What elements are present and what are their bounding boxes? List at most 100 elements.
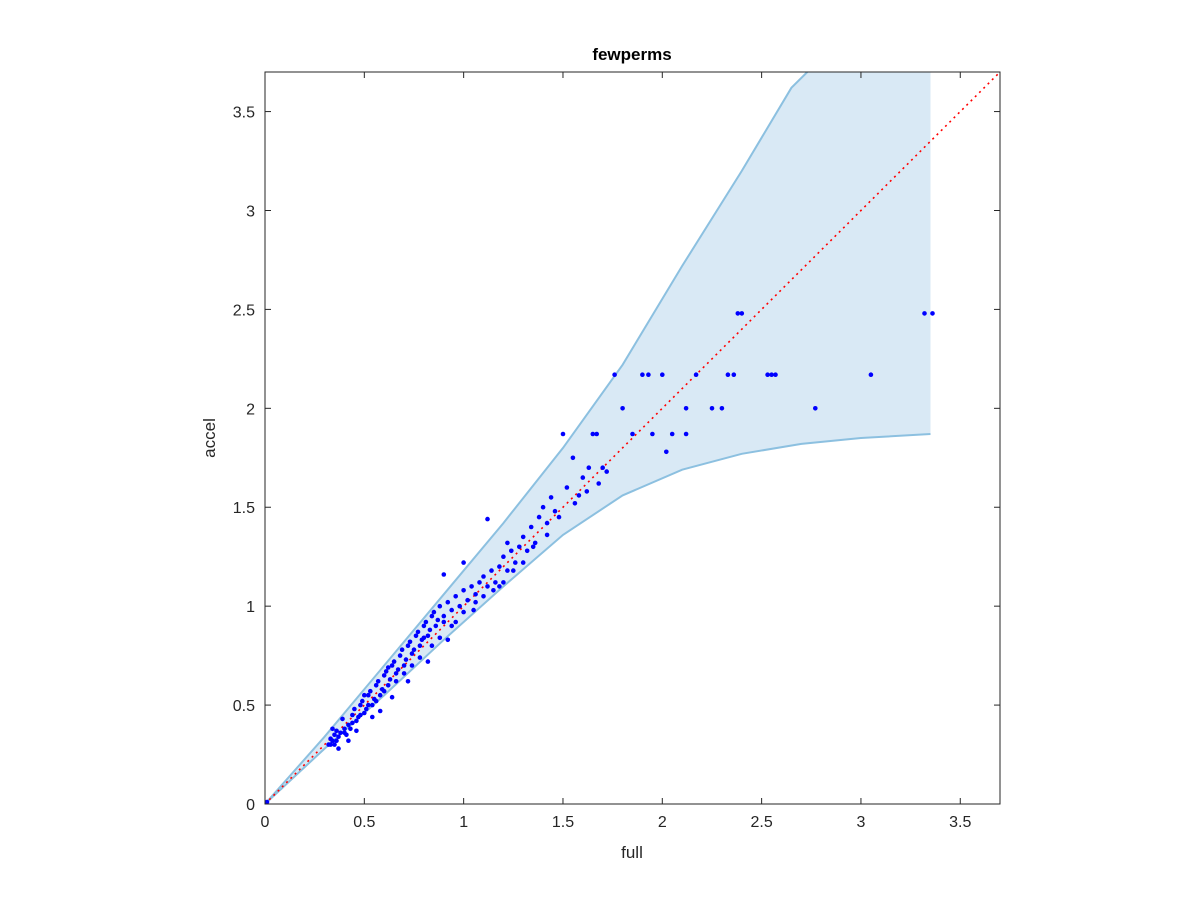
scatter-point	[481, 574, 486, 579]
x-tick-label: 3	[856, 814, 865, 831]
scatter-point	[405, 643, 411, 648]
scatter-point	[580, 475, 586, 480]
scatter-point	[415, 629, 421, 635]
scatter-point	[660, 372, 665, 378]
scatter-point	[338, 730, 343, 736]
y-tick-label: 3	[246, 203, 255, 220]
scatter-point	[540, 504, 546, 510]
y-axis-label: accel	[200, 418, 219, 458]
scatter-point	[342, 726, 347, 732]
scatter-point	[501, 554, 506, 559]
scatter-point	[600, 465, 605, 471]
scatter-points	[265, 311, 935, 804]
scatter-point	[429, 643, 435, 648]
scatter-point	[360, 698, 365, 704]
scatter-point	[509, 548, 514, 554]
scatter-point	[669, 431, 675, 437]
scatter-point	[342, 730, 347, 736]
scatter-point	[576, 493, 582, 498]
scatter-point	[564, 485, 570, 490]
scatter-point	[381, 688, 387, 694]
scatter-point	[387, 677, 393, 682]
scatter-point	[328, 736, 333, 741]
scatter-point	[813, 406, 818, 411]
scatter-point	[411, 647, 417, 652]
chart-title: fewperms	[592, 45, 671, 64]
scatter-point	[330, 726, 335, 732]
scatter-point	[346, 738, 351, 743]
scatter-point	[524, 548, 530, 554]
scatter-point	[769, 372, 774, 378]
scatter-point	[596, 481, 601, 486]
scatter-point	[431, 609, 437, 615]
scatter-point	[397, 653, 403, 658]
scatter-point	[709, 406, 715, 411]
scatter-point	[366, 692, 371, 698]
scatter-point	[332, 732, 337, 738]
scatter-point	[461, 609, 466, 615]
scatter-point	[481, 594, 486, 599]
scatter-point	[683, 406, 689, 411]
scatter-point	[501, 580, 506, 585]
scatter-point	[497, 584, 502, 589]
scatter-point	[513, 560, 518, 565]
scatter-point	[532, 540, 538, 546]
scatter-point	[370, 702, 375, 708]
scatter-point	[445, 599, 451, 605]
scatter-point	[930, 311, 935, 316]
scatter-point	[354, 718, 359, 724]
scatter-point	[393, 679, 399, 684]
scatter-point	[491, 588, 496, 593]
scatter-point	[731, 372, 737, 378]
scatter-point	[334, 738, 339, 743]
scatter-point	[423, 619, 429, 625]
scatter-point	[594, 431, 599, 437]
scatter-point	[765, 372, 770, 378]
band-upper-edge	[265, 72, 809, 804]
y-tick-label: 0	[246, 797, 255, 814]
scatter-point	[505, 540, 510, 546]
scatter-point	[505, 568, 510, 573]
scatter-point	[377, 708, 383, 714]
scatter-point	[441, 619, 447, 625]
scatter-point	[383, 669, 389, 674]
scatter-point	[497, 564, 502, 569]
scatter-point	[590, 431, 596, 437]
y-tick-label: 2	[246, 401, 255, 418]
x-tick-label: 0	[261, 814, 270, 831]
scatter-point	[552, 508, 558, 514]
scatter-point	[441, 572, 447, 577]
scatter-point	[477, 580, 482, 585]
scatter-point	[373, 698, 379, 704]
scatter-point	[401, 671, 407, 676]
scatter-point	[389, 663, 395, 668]
scatter-point	[650, 431, 655, 437]
scatter-point	[417, 643, 423, 648]
scatter-point	[520, 560, 526, 565]
x-axis: 0 0.5 1 1.5 2 2.5 3 3.5	[261, 72, 971, 831]
scatter-point	[461, 560, 466, 565]
confidence-band	[265, 72, 931, 804]
scatter-point	[364, 706, 369, 712]
scatter-point	[461, 588, 466, 593]
plot-frame	[264, 71, 1001, 805]
scatter-point	[544, 520, 550, 526]
scatter-point	[586, 465, 592, 471]
scatter-point	[530, 544, 536, 550]
reference-line	[265, 72, 1000, 804]
scatter-point	[368, 688, 373, 694]
y-tick-label: 1	[246, 599, 255, 616]
x-tick-label: 1.5	[552, 814, 574, 831]
scatter-point	[773, 372, 778, 378]
scatter-point	[403, 657, 409, 662]
scatter-point	[401, 663, 407, 668]
scatter-point	[332, 742, 337, 747]
scatter-point	[435, 617, 441, 623]
scatter-point	[350, 720, 355, 726]
scatter-point	[612, 372, 617, 378]
scatter-point	[536, 514, 542, 520]
scatter-point	[385, 683, 391, 688]
scatter-point	[326, 742, 331, 747]
scatter-point	[868, 372, 874, 378]
